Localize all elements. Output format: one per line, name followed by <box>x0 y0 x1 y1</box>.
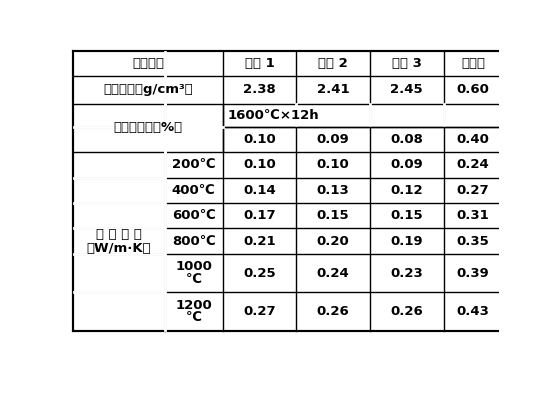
Text: 0.12: 0.12 <box>391 184 423 197</box>
Text: 0.20: 0.20 <box>317 235 350 248</box>
Text: 2.38: 2.38 <box>243 83 276 96</box>
Text: 0.26: 0.26 <box>317 305 350 318</box>
Text: 0.10: 0.10 <box>317 158 350 171</box>
Text: 0.09: 0.09 <box>391 158 423 171</box>
Text: 实例 1: 实例 1 <box>245 57 274 70</box>
Text: 400℃: 400℃ <box>172 184 216 197</box>
Text: 0.35: 0.35 <box>456 235 489 248</box>
Text: 1200: 1200 <box>175 299 212 312</box>
Text: （W/m·K）: （W/m·K） <box>86 242 151 255</box>
Text: 导 热 系 数: 导 热 系 数 <box>96 228 142 241</box>
Text: 0.15: 0.15 <box>391 209 423 222</box>
Text: ℃: ℃ <box>186 273 202 286</box>
Text: 200℃: 200℃ <box>172 158 216 171</box>
Text: 2.41: 2.41 <box>317 83 350 96</box>
Text: 0.10: 0.10 <box>243 133 276 146</box>
Text: ℃: ℃ <box>186 311 202 324</box>
Text: 体积密度（g/cm³）: 体积密度（g/cm³） <box>103 83 193 96</box>
Text: 0.13: 0.13 <box>317 184 350 197</box>
Text: 0.24: 0.24 <box>317 267 350 280</box>
Text: 实例 2: 实例 2 <box>318 57 348 70</box>
Text: 重烧线变化（%）: 重烧线变化（%） <box>114 121 182 134</box>
Text: 0.40: 0.40 <box>456 133 490 146</box>
Text: 0.25: 0.25 <box>243 267 276 280</box>
Text: 对比例: 对比例 <box>461 57 485 70</box>
Text: 0.27: 0.27 <box>456 184 489 197</box>
Text: 0.15: 0.15 <box>317 209 350 222</box>
Text: 0.60: 0.60 <box>456 83 490 96</box>
Text: 1000: 1000 <box>175 260 212 273</box>
Text: 800℃: 800℃ <box>172 235 216 248</box>
Text: 0.39: 0.39 <box>456 267 489 280</box>
Text: 0.27: 0.27 <box>243 305 276 318</box>
Text: 0.14: 0.14 <box>243 184 276 197</box>
Text: 实例 3: 实例 3 <box>392 57 422 70</box>
Text: 0.10: 0.10 <box>243 158 276 171</box>
Text: 0.17: 0.17 <box>243 209 276 222</box>
Text: 0.24: 0.24 <box>456 158 489 171</box>
Text: 0.19: 0.19 <box>391 235 423 248</box>
Text: 0.21: 0.21 <box>243 235 276 248</box>
Text: 0.23: 0.23 <box>391 267 423 280</box>
Text: 0.08: 0.08 <box>391 133 423 146</box>
Text: 0.43: 0.43 <box>456 305 490 318</box>
Text: 2.45: 2.45 <box>391 83 423 96</box>
Text: 测试项目: 测试项目 <box>132 57 164 70</box>
Text: 0.26: 0.26 <box>391 305 423 318</box>
Text: 0.31: 0.31 <box>456 209 489 222</box>
Text: 1600℃×12h: 1600℃×12h <box>227 109 319 122</box>
Text: 0.09: 0.09 <box>317 133 350 146</box>
Text: 600℃: 600℃ <box>172 209 216 222</box>
